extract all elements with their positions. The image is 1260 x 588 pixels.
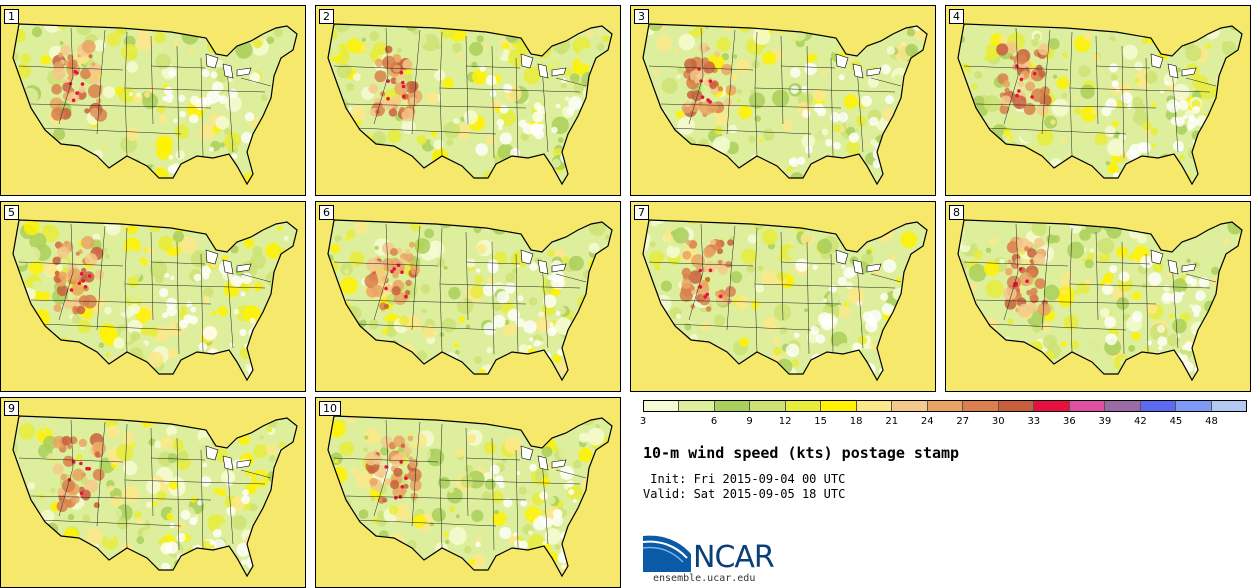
colorbar-tick-label: 6 (710, 416, 718, 427)
map-panel: 3 (630, 5, 936, 196)
colorbar-swatch (997, 401, 1034, 411)
member-number: 2 (319, 9, 334, 24)
colorbar-swatch (1139, 401, 1176, 411)
wind-speed-map (631, 6, 935, 195)
colorbar-swatch (891, 401, 927, 411)
member-number: 5 (4, 205, 19, 220)
colorbar-tick-label: 15 (814, 416, 828, 427)
logo-text: NCAR (693, 540, 775, 575)
chart-title: 10-m wind speed (kts) postage stamp (643, 444, 960, 462)
colorbar-tick-label: 9 (746, 416, 753, 427)
wind-speed-map (946, 202, 1250, 391)
colorbar-swatch (713, 401, 750, 411)
member-number: 6 (319, 205, 334, 220)
colorbar-tick-label: 48 (1205, 416, 1218, 427)
colorbar-swatch (1175, 401, 1211, 411)
wind-speed-map (1, 398, 305, 587)
wind-speed-map (316, 6, 620, 195)
map-panel: 10 (315, 397, 621, 588)
colorbar-tick-label: 24 (920, 416, 934, 427)
colorbar-tick-label: 12 (778, 416, 792, 427)
colorbar-tick-label: 30 (991, 416, 1005, 427)
init-time: Init: Fri 2015-09-04 00 UTC (643, 472, 846, 486)
colorbar (643, 400, 1247, 412)
colorbar-tick-label: 42 (1134, 416, 1147, 427)
map-panel: 8 (945, 201, 1251, 392)
colorbar-swatch (926, 401, 963, 411)
valid-time: Valid: Sat 2015-09-05 18 UTC (643, 487, 846, 501)
colorbar-swatch (784, 401, 821, 411)
member-number: 8 (949, 205, 964, 220)
ncar-logo-icon (643, 535, 691, 572)
map-panel: 4 (945, 5, 1251, 196)
colorbar-swatch (749, 401, 785, 411)
map-panel: 1 (0, 5, 306, 196)
member-number: 3 (634, 9, 649, 24)
member-number: 1 (4, 9, 19, 24)
colorbar-tick-label: 21 (885, 416, 899, 427)
colorbar-tick-label: 45 (1169, 416, 1183, 427)
map-panel: 2 (315, 5, 621, 196)
wind-speed-map (1, 202, 305, 391)
wind-speed-map (1, 6, 305, 195)
colorbar-swatch (962, 401, 998, 411)
wind-speed-map (631, 202, 935, 391)
member-number: 10 (319, 401, 341, 416)
map-panel: 7 (630, 201, 936, 392)
member-number: 9 (4, 401, 19, 416)
wind-speed-map (316, 398, 620, 587)
colorbar-swatch (1210, 401, 1246, 411)
colorbar-tick-label: 18 (849, 416, 863, 427)
colorbar-swatch (1068, 401, 1105, 411)
member-number: 4 (949, 9, 964, 24)
wind-speed-map (316, 202, 620, 391)
wind-speed-map (946, 6, 1250, 195)
map-panel: 9 (0, 397, 306, 588)
colorbar-swatch (855, 401, 892, 411)
colorbar-swatch (1104, 401, 1140, 411)
colorbar-tick-label: 39 (1098, 416, 1112, 427)
colorbar-tick-label: 36 (1062, 416, 1076, 427)
colorbar-tick-label: 3 (639, 416, 647, 427)
site-url: ensemble.ucar.edu (653, 573, 756, 584)
member-number: 7 (634, 205, 649, 220)
colorbar-swatch (644, 401, 679, 411)
colorbar-swatch (678, 401, 714, 411)
map-panel: 6 (315, 201, 621, 392)
colorbar-swatch (820, 401, 856, 411)
colorbar-tick-label: 27 (956, 416, 970, 427)
map-panel: 5 (0, 201, 306, 392)
colorbar-tick-label: 33 (1027, 416, 1041, 427)
colorbar-swatch (1033, 401, 1069, 411)
